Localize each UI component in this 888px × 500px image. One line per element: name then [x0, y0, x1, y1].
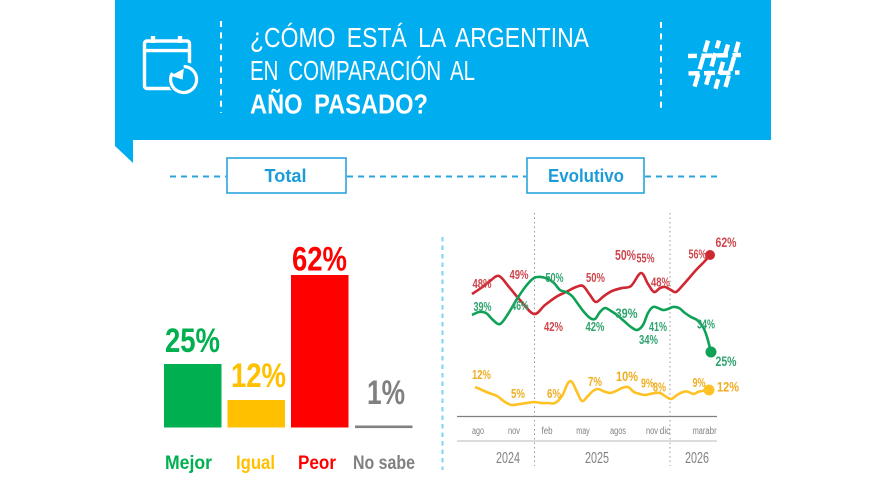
svg-text:EN COMPARACIÓN AL: EN COMPARACIÓN AL	[250, 55, 475, 86]
svg-text:50%: 50%	[586, 270, 605, 285]
svg-text:mar: mar	[693, 426, 706, 437]
svg-text:46%: 46%	[512, 298, 529, 313]
svg-text:No sabe: No sabe	[353, 453, 415, 474]
svg-text:Mejor: Mejor	[165, 453, 213, 474]
svg-text:34%: 34%	[639, 332, 658, 347]
svg-text:10%: 10%	[616, 368, 638, 384]
svg-text:Total: Total	[265, 165, 307, 186]
svg-text:ago: ago	[472, 426, 484, 437]
svg-text:12%: 12%	[231, 357, 286, 395]
svg-text:9%: 9%	[693, 375, 706, 390]
svg-text:42%: 42%	[586, 319, 605, 334]
svg-text:49%: 49%	[510, 267, 529, 282]
svg-text:abr: abr	[705, 426, 717, 437]
svg-text:12%: 12%	[717, 380, 739, 395]
svg-text:62%: 62%	[716, 235, 737, 250]
svg-text:feb: feb	[542, 426, 553, 437]
svg-text:48%: 48%	[651, 275, 670, 290]
svg-text:dic: dic	[660, 426, 671, 437]
svg-text:2026: 2026	[685, 450, 709, 467]
svg-text:39%: 39%	[616, 306, 638, 321]
svg-text:12%: 12%	[472, 367, 491, 382]
svg-text:8%: 8%	[653, 380, 666, 395]
svg-text:Peor: Peor	[298, 453, 337, 474]
svg-text:41%: 41%	[649, 319, 667, 334]
svg-text:50%: 50%	[615, 248, 636, 264]
svg-text:42%: 42%	[544, 319, 563, 334]
svg-text:2025: 2025	[585, 450, 609, 467]
svg-text:7%: 7%	[588, 374, 602, 389]
svg-text:34%: 34%	[697, 317, 715, 332]
svg-text:5%: 5%	[511, 386, 525, 401]
svg-text:1%: 1%	[367, 374, 405, 412]
svg-text:9%: 9%	[641, 376, 654, 391]
svg-text:2024: 2024	[496, 450, 520, 467]
svg-text:50%: 50%	[546, 270, 564, 285]
svg-text:¿CÓMO ESTÁ LA ARGENTINA: ¿CÓMO ESTÁ LA ARGENTINA	[250, 22, 589, 53]
svg-text:AÑO PASADO?: AÑO PASADO?	[250, 89, 428, 120]
svg-text:agos: agos	[610, 426, 626, 437]
svg-text:may: may	[576, 426, 590, 437]
svg-text:39%: 39%	[474, 299, 492, 314]
svg-text:48%: 48%	[473, 276, 492, 291]
svg-text:6%: 6%	[547, 386, 561, 401]
svg-text:nov: nov	[508, 426, 520, 437]
svg-text:25%: 25%	[165, 322, 220, 360]
svg-text:25%: 25%	[716, 354, 737, 369]
svg-text:nov: nov	[646, 426, 658, 437]
svg-text:62%: 62%	[292, 241, 347, 279]
svg-text:55%: 55%	[637, 251, 655, 266]
svg-text:Igual: Igual	[236, 453, 275, 474]
svg-text:Evolutivo: Evolutivo	[548, 165, 624, 186]
svg-text:56%: 56%	[689, 247, 707, 262]
